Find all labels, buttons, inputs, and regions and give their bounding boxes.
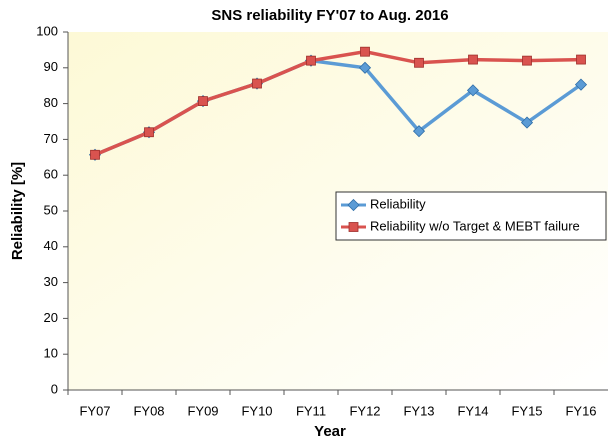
data-point — [252, 78, 262, 89]
data-point — [144, 127, 154, 138]
data-point — [306, 55, 316, 66]
x-axis-label: Year — [314, 423, 346, 440]
x-tick-label: FY16 — [565, 403, 596, 418]
x-tick-label: FY10 — [241, 403, 272, 418]
y-tick-label: 100 — [36, 23, 58, 38]
x-tick-label: FY11 — [296, 403, 326, 418]
data-point — [414, 57, 424, 68]
data-point — [576, 54, 586, 65]
y-tick-label: 40 — [44, 238, 58, 253]
data-point — [412, 125, 426, 138]
y-axis-label: Reliability [%] — [9, 162, 26, 260]
x-tick-label: FY12 — [349, 403, 380, 418]
x-tick-label: FY09 — [187, 403, 218, 418]
legend-marker — [347, 198, 360, 212]
legend-label: Reliability — [370, 196, 426, 211]
data-point — [360, 46, 370, 57]
data-point — [468, 54, 478, 65]
data-point — [90, 149, 100, 160]
chart-title: SNS reliability FY'07 to Aug. 2016 — [211, 7, 448, 24]
data-point — [522, 55, 532, 66]
y-tick-label: 30 — [44, 274, 58, 289]
data-point — [574, 78, 588, 91]
data-point — [520, 116, 534, 129]
y-tick-label: 20 — [44, 310, 58, 325]
x-tick-label: FY15 — [511, 403, 542, 418]
legend-box — [335, 191, 607, 241]
x-tick-label: FY13 — [403, 403, 434, 418]
legend-marker — [348, 222, 359, 232]
data-point — [358, 61, 372, 74]
y-tick-label: 70 — [44, 131, 58, 146]
data-point — [466, 84, 480, 97]
y-tick-label: 0 — [51, 381, 58, 396]
data-point — [198, 96, 208, 106]
y-tick-label: 80 — [44, 95, 58, 110]
legend-label: Reliability w/o Target & MEBT failure — [370, 218, 580, 233]
x-tick-label: FY14 — [457, 403, 488, 418]
y-tick-label: 60 — [44, 167, 58, 182]
y-tick-label: 90 — [44, 59, 58, 74]
y-tick-label: 50 — [44, 202, 58, 217]
x-tick-label: FY07 — [79, 403, 110, 418]
x-tick-label: FY08 — [133, 403, 164, 418]
y-tick-label: 10 — [44, 346, 58, 361]
series-line — [94, 49, 582, 157]
